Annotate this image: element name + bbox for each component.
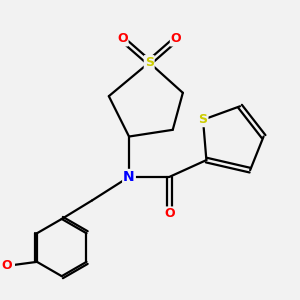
Text: S: S [199, 113, 208, 126]
Text: S: S [145, 56, 154, 69]
Text: O: O [2, 259, 12, 272]
Text: O: O [171, 32, 182, 46]
Text: N: N [123, 170, 135, 184]
Text: O: O [117, 32, 128, 46]
Text: O: O [164, 207, 175, 220]
